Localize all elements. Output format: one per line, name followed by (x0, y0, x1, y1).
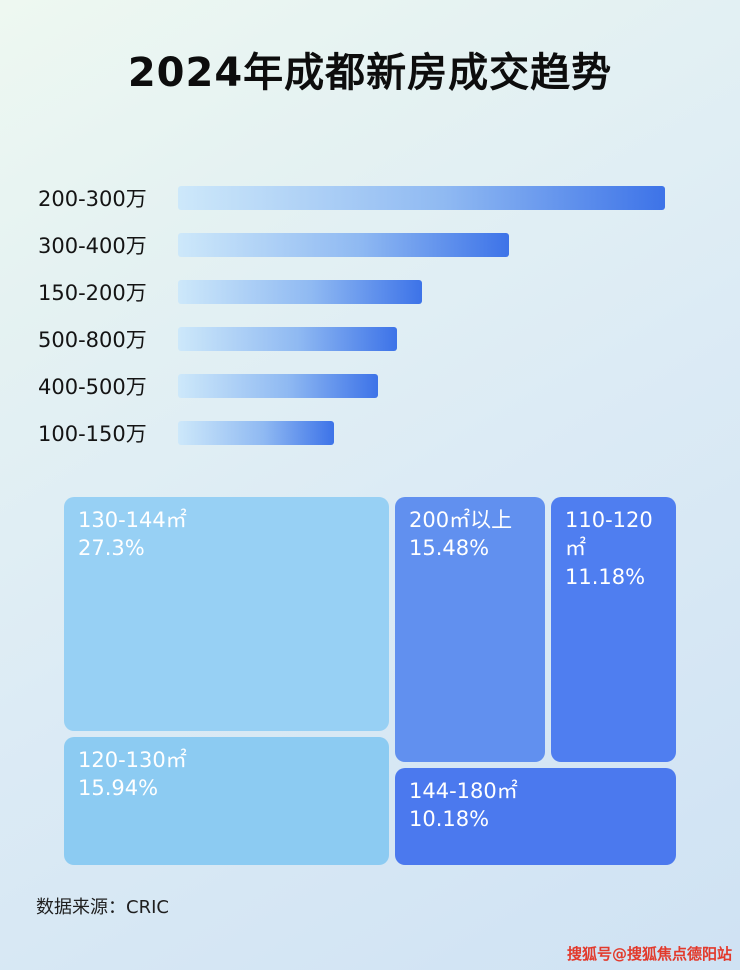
treemap-block-percentage: 15.94% (78, 776, 159, 801)
bar-row: 400-500万 (38, 374, 665, 399)
bar (178, 280, 422, 304)
bar-category-label: 400-500万 (38, 375, 147, 399)
bar-category-label: 500-800万 (38, 328, 147, 352)
treemap-block-label: 144-180㎡ (409, 779, 518, 803)
treemap-block: 110-120㎡ 11.18% (551, 497, 676, 762)
bar-row: 150-200万 (38, 280, 665, 305)
treemap-block: 120-130㎡ 15.94% (64, 737, 389, 865)
watermark: 搜狐号@搜狐焦点德阳站 (566, 945, 732, 963)
price-band-bar-chart: 200-300万 300-400万 150-200万 500-800万 400-500万… (38, 186, 665, 446)
bar-row: 200-300万 (38, 186, 665, 211)
treemap-block-label: 120-130㎡ (78, 748, 187, 772)
data-source-label: 数据来源：CRIC (36, 897, 169, 918)
treemap-block: 144-180㎡ 10.18% (395, 768, 676, 865)
treemap-block-percentage: 11.18% (565, 564, 646, 589)
treemap-block-percentage: 27.3% (78, 536, 145, 561)
bar (178, 421, 334, 445)
bar (178, 374, 378, 398)
bar-category-label: 300-400万 (38, 234, 147, 258)
bar-category-label: 100-150万 (38, 422, 147, 446)
bar-row: 100-150万 (38, 421, 665, 446)
bar (178, 327, 397, 351)
treemap-block-label: 200㎡以上 (409, 508, 513, 532)
bar (178, 233, 509, 257)
area-size-treemap: 130-144㎡ 27.3% 120-130㎡ 15.94% 200㎡以上 15.48% 1… (64, 497, 676, 865)
treemap-block-label: 110-120㎡ (565, 508, 653, 561)
bar-row: 300-400万 (38, 233, 665, 258)
bar-row: 500-800万 (38, 327, 665, 352)
bar-category-label: 150-200万 (38, 281, 147, 305)
treemap-block: 130-144㎡ 27.3% (64, 497, 389, 731)
treemap-block-percentage: 10.18% (409, 807, 490, 832)
bar (178, 186, 665, 210)
page-title: 2024年成都新房成交趋势 (127, 50, 613, 96)
bar-category-label: 200-300万 (38, 187, 147, 211)
treemap-block: 200㎡以上 15.48% (395, 497, 545, 762)
treemap-block-label: 130-144㎡ (78, 508, 187, 532)
treemap-block-percentage: 15.48% (409, 536, 490, 561)
